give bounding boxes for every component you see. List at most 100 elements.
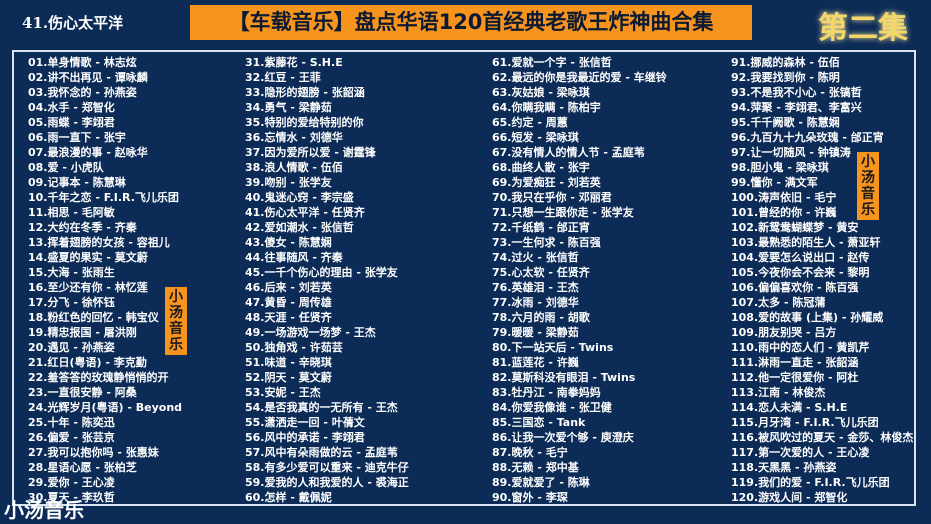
- song-list-item: 86.让我一次爱个够 - 庾澄庆: [492, 431, 634, 444]
- song-list-item: 10.千年之恋 - F.I.R.飞儿乐团: [28, 191, 179, 204]
- song-list-item: 05.雨蝶 - 李翊君: [28, 116, 115, 129]
- song-list-item: 54.是否我真的一无所有 - 王杰: [245, 401, 398, 414]
- song-list-item: 109.朋友别哭 - 吕方: [731, 326, 837, 339]
- song-list-item: 32.红豆 - 王菲: [245, 71, 321, 84]
- song-list-item: 23.一直很安静 - 阿桑: [28, 386, 137, 399]
- song-list-item: 08.爱 - 小虎队: [28, 161, 104, 174]
- song-list-item: 21.红日(粤语) - 李克勤: [28, 356, 147, 369]
- song-list-item: 27.我可以抱你吗 - 张惠妹: [28, 446, 159, 459]
- song-list-item: 95.千千阙歌 - 陈慧娴: [731, 116, 840, 129]
- song-list-item: 49.一场游戏一场梦 - 王杰: [245, 326, 376, 339]
- song-list-item: 29.爱你 - 王心凌: [28, 476, 115, 489]
- song-column-1: 01.单身情歌 - 林志炫 02.讲不出再见 - 谭咏麟 03.我怀念的 - 孙燕姿…: [28, 55, 182, 505]
- song-list-item: 28.星语心愿 - 张柏芝: [28, 461, 137, 474]
- song-list-item: 110.雨中的恋人们 - 黄凯芹: [731, 341, 870, 354]
- song-list-item: 20.遇见 - 孙燕姿: [28, 341, 115, 354]
- song-list-item: 77.冰雨 - 刘德华: [492, 296, 579, 309]
- song-list-item: 107.太多 - 陈冠蒲: [731, 296, 826, 309]
- song-list-item: 38.浪人情歌 - 伍佰: [245, 161, 343, 174]
- song-list-item: 94.萍聚 - 李翊君、李富兴: [731, 101, 862, 114]
- song-list-item: 24.光辉岁月(粤语) - Beyond: [28, 401, 183, 414]
- song-list-item: 93.不是我不小心 - 张镐哲: [731, 86, 862, 99]
- song-list-board: [12, 50, 916, 506]
- song-list-item: 15.大海 - 张雨生: [28, 266, 115, 279]
- song-list-item: 120.游戏人间 - 郑智化: [731, 491, 848, 504]
- song-list-item: 60.怎样 - 戴佩妮: [245, 491, 332, 504]
- now-playing-label: 41.伤心太平洋: [22, 14, 124, 32]
- song-list-item: 18.粉红色的回忆 - 韩宝仪: [28, 311, 159, 324]
- song-list-item: 09.记事本 - 陈慧琳: [28, 176, 126, 189]
- song-list-item: 102.新鸳鸯蝴蝶梦 - 黄安: [731, 221, 859, 234]
- song-list-item: 66.短发 - 梁咏琪: [492, 131, 579, 144]
- song-list-item: 100.涛声依旧 - 毛宁: [731, 191, 837, 204]
- song-list-item: 14.盛夏的果实 - 莫文蔚: [28, 251, 148, 264]
- song-list-item: 98.胆小鬼 - 梁咏琪: [731, 161, 829, 174]
- song-list-item: 64.你瞒我瞒 - 陈柏宇: [492, 101, 601, 114]
- song-list-item: 34.勇气 - 梁静茹: [245, 101, 332, 114]
- song-list-item: 112.他一定很爱你 - 阿杜: [731, 371, 859, 384]
- song-list-item: 03.我怀念的 - 孙燕姿: [28, 86, 137, 99]
- song-list-item: 83.牡丹江 - 南拳妈妈: [492, 386, 601, 399]
- song-list-item: 96.九百九十九朵玫瑰 - 邰正宵: [731, 131, 884, 144]
- song-list-item: 92.我要找到你 - 陈明: [731, 71, 840, 84]
- song-list-item: 85.三国恋 - Tank: [492, 416, 586, 429]
- song-list-item: 88.无赖 - 郑中基: [492, 461, 579, 474]
- song-list-item: 55.潇洒走一回 - 叶蒨文: [245, 416, 365, 429]
- song-list-item: 57.风中有朵雨做的云 - 孟庭苇: [245, 446, 398, 459]
- song-list-item: 97.让一切随风 - 钟镇涛: [731, 146, 851, 159]
- song-list-item: 43.傻女 - 陈慧娴: [245, 236, 332, 249]
- song-list-item: 07.最浪漫的事 - 赵咏华: [28, 146, 148, 159]
- song-list-item: 106.偏偏喜欢你 - 陈百强: [731, 281, 859, 294]
- song-list-item: 12.大约在冬季 - 齐秦: [28, 221, 137, 234]
- song-list-item: 63.灰姑娘 - 梁咏琪: [492, 86, 590, 99]
- song-list-item: 114.恋人未满 - S.H.E: [731, 401, 848, 414]
- song-list-item: 25.十年 - 陈奕迅: [28, 416, 115, 429]
- song-list-item: 73.一生何求 - 陈百强: [492, 236, 601, 249]
- song-column-2: 31.紫藤花 - S.H.E 32.红豆 - 王菲 33.隐形的翅膀 - 张韶涵 34…: [245, 55, 409, 505]
- song-list-item: 90.窗外 - 李琛: [492, 491, 568, 504]
- song-list-item: 06.雨一直下 - 张宇: [28, 131, 126, 144]
- song-list-item: 99.懂你 - 满文军: [731, 176, 818, 189]
- song-list-item: 65.约定 - 周蕙: [492, 116, 568, 129]
- song-list-item: 16.至少还有你 - 林忆莲: [28, 281, 148, 294]
- song-column-4: 91.挪威的森林 - 伍佰 92.我要找到你 - 陈明 93.不是我不小心 - 张镐…: [731, 55, 913, 505]
- song-list-item: 82.莫斯科没有眼泪 - Twins: [492, 371, 636, 384]
- song-column-3: 61.爱就一个字 - 张信哲 62.最远的你是我最近的爱 - 车继铃 63.灰姑娘 …: [492, 55, 667, 505]
- song-list-item: 84.你爱我像谁 - 张卫健: [492, 401, 612, 414]
- song-list-item: 11.相思 - 毛阿敏: [28, 206, 115, 219]
- watermark: 小汤音乐: [4, 498, 84, 522]
- song-list-item: 04.水手 - 郑智化: [28, 101, 115, 114]
- song-list-item: 103.最熟悉的陌生人 - 萧亚轩: [731, 236, 881, 249]
- song-list-item: 01.单身情歌 - 林志炫: [28, 56, 137, 69]
- song-list-item: 70.我只在乎你 - 邓丽君: [492, 191, 612, 204]
- song-list-item: 101.曾经的你 - 许巍: [731, 206, 837, 219]
- song-list-item: 17.分飞 - 徐怀钰: [28, 296, 115, 309]
- song-list-item: 111.淋雨一直走 - 张韶涵: [731, 356, 859, 369]
- song-list-item: 40.鬼迷心窍 - 李宗盛: [245, 191, 354, 204]
- song-list-item: 68.曲终人散 - 张宇: [492, 161, 590, 174]
- song-list-item: 02.讲不出再见 - 谭咏麟: [28, 71, 148, 84]
- song-list-item: 74.过火 - 张信哲: [492, 251, 579, 264]
- song-list-item: 41.伤心太平洋 - 任贤齐: [245, 206, 365, 219]
- song-list-item: 76.英雄泪 - 王杰: [492, 281, 579, 294]
- song-list-item: 13.挥着翅膀的女孩 - 容祖儿: [28, 236, 170, 249]
- song-list-item: 46.后来 - 刘若英: [245, 281, 332, 294]
- song-list-item: 89.爱就爱了 - 陈琳: [492, 476, 590, 489]
- song-list-item: 42.爱如潮水 - 张信哲: [245, 221, 354, 234]
- song-list-item: 91.挪威的森林 - 伍佰: [731, 56, 840, 69]
- song-list-item: 117.第一次爱的人 - 王心凌: [731, 446, 870, 459]
- song-list-item: 26.偏爱 - 张芸京: [28, 431, 115, 444]
- song-list-item: 51.味道 - 辛晓琪: [245, 356, 332, 369]
- song-list-item: 37.因为爱所以爱 - 谢霆锋: [245, 146, 376, 159]
- song-list-item: 75.心太软 - 任贤齐: [492, 266, 590, 279]
- song-list-item: 36.忘情水 - 刘德华: [245, 131, 343, 144]
- song-list-item: 115.月牙湾 - F.I.R.飞儿乐团: [731, 416, 879, 429]
- page-title: 【车载音乐】盘点华语120首经典老歌王炸神曲合集: [190, 5, 752, 40]
- song-list-item: 58.有多少爱可以重来 - 迪克牛仔: [245, 461, 409, 474]
- song-list-item: 39.吻别 - 张学友: [245, 176, 332, 189]
- song-list-item: 67.没有情人的情人节 - 孟庭苇: [492, 146, 645, 159]
- song-list-item: 47.黄昏 - 周传雄: [245, 296, 332, 309]
- song-list-item: 33.隐形的翅膀 - 张韶涵: [245, 86, 365, 99]
- song-list-item: 56.风中的承诺 - 李翊君: [245, 431, 365, 444]
- song-list-item: 19.精忠报国 - 屠洪刚: [28, 326, 137, 339]
